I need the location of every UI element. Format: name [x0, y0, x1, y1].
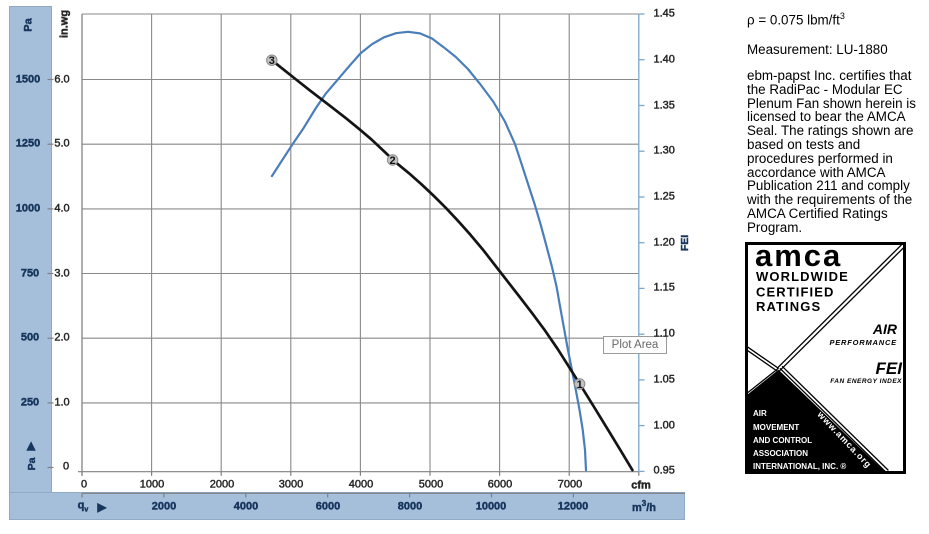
svg-text:amca: amca: [755, 242, 842, 273]
svg-text:INTERNATIONAL, INC. ®: INTERNATIONAL, INC. ®: [753, 462, 846, 471]
svg-text:FEI: FEI: [876, 359, 904, 378]
svg-text:2: 2: [390, 155, 396, 167]
svg-text:RATINGS: RATINGS: [756, 299, 821, 314]
svg-text:CERTIFIED: CERTIFIED: [756, 285, 835, 300]
svg-text:3: 3: [269, 55, 275, 67]
svg-text:FAN ENERGY INDEX: FAN ENERGY INDEX: [830, 378, 902, 385]
svg-text:AIR: AIR: [753, 409, 767, 418]
svg-text:PERFORMANCE: PERFORMANCE: [829, 338, 897, 347]
svg-text:AND CONTROL: AND CONTROL: [753, 436, 812, 445]
svg-text:AIR: AIR: [872, 321, 898, 337]
svg-text:MOVEMENT: MOVEMENT: [753, 423, 799, 432]
svg-text:1: 1: [577, 379, 583, 391]
svg-text:WORLDWIDE: WORLDWIDE: [756, 269, 849, 284]
svg-text:ASSOCIATION: ASSOCIATION: [753, 449, 808, 458]
